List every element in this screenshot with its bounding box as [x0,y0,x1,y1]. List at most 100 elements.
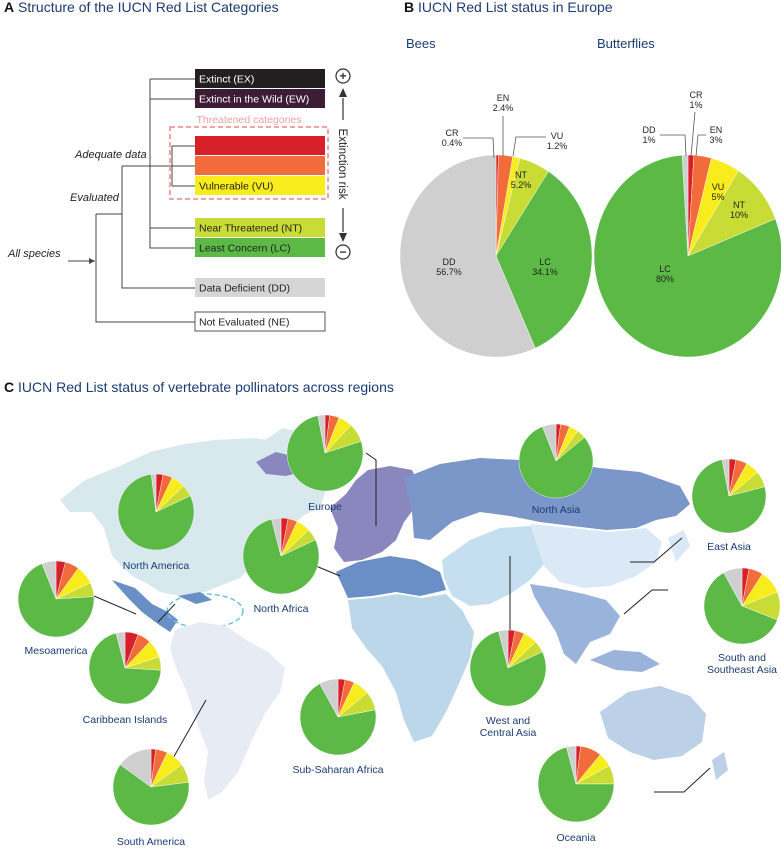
leader-north-africa [315,565,341,577]
mesoamerica-label: Mesoamerica [24,645,87,657]
least-concern-lc-box [195,238,325,257]
bees-label-dd-value: 56.7% [436,267,462,277]
all-species-arrow-head [89,258,95,264]
north-africa-pie-slice-lc [242,518,320,595]
north-america-pie-slice-dd [151,473,157,513]
north-africa-region [336,556,446,598]
data-deficient-dd-box [195,278,325,297]
leader-mesoamerica [93,595,137,615]
bees-label-cr-value: 0.4% [442,138,463,148]
bees-label-en-code: EN [497,93,510,103]
caribbean-islands-region [178,592,212,604]
south-southeast-asia-region [530,584,620,664]
butterflies-label-en-value: 3% [709,135,722,145]
oceania-label: Oceania [556,832,595,844]
japan-region [668,530,690,562]
mesoamerica-pie-slice-lc [17,563,95,638]
leader-europe [365,452,377,526]
all-species-label: All species [7,248,61,260]
south-and-southeast-asia-pie-slice-dd [723,567,743,607]
south-and-southeast-asia-pie-slice-lc [703,572,778,645]
evaluated-label: Evaluated [70,192,120,204]
bees-label-cr-code: CR [446,128,459,138]
bees-label-nt-value: 5.2% [511,180,532,190]
new-zealand-region [712,752,728,780]
leader-caribbean [157,603,176,623]
butterflies-slice-dd [681,154,689,257]
butterflies-label-en-code: EN [710,125,723,135]
tree-branch-leaves [150,78,195,229]
extinct-in-the-wild-ew-box [195,89,325,108]
bees-leader-cr [463,137,495,159]
extinction-risk-label: Extinction risk [336,129,348,200]
butterflies-label-nt-value: 10% [730,210,748,220]
category-tree: All species Evaluated Adequate data Thre… [7,68,351,332]
butterflies-leader-cr [690,111,696,157]
plus-sign: + [339,69,346,83]
butterflies-slice-lc [593,154,781,358]
butterflies-pie-title: Butterflies [597,36,655,51]
bees-label-vu-code: VU [551,131,564,141]
adequate-data-label: Adequate data [74,149,147,161]
leader-oceania [654,767,711,793]
europe-region [330,466,420,562]
west-central-asia-region [442,526,548,606]
bees-pie-title: Bees [406,36,436,51]
data-deficient-dd-label: Data Deficient (DD) [199,283,290,295]
vulnerable-vu-label: Vulnerable (VU) [199,181,273,193]
category-boxes: Extinct (EX) Extinct in the Wild (EW) Vuln… [194,69,326,332]
mesoamerica-pie-slice-dd [41,560,57,600]
north-asia-label: North Asia [532,504,581,516]
risk-label-bg [336,120,350,208]
south-america-pie-slice-lc [112,764,190,826]
europe-pie-slice-lc [286,415,364,492]
butterflies-leader-en [695,134,706,157]
east-asia-pie-slice-dd [721,458,730,497]
butterflies-label-cr-code: CR [690,90,703,100]
threatened-caption: Threatened categories [196,114,301,126]
butterflies-label-lc-code: LC [659,264,671,274]
west-and-central-asia-pie-slice-dd [498,629,509,669]
region-leader-lines [93,452,711,793]
caribbean-islands-pie-slice-lc [88,632,162,705]
north-america-pie-slice-lc [117,474,195,551]
south-america-pie-slice-dd [119,748,152,788]
indonesia-region [590,650,660,672]
europe-pie-slice-dd [317,414,326,454]
south-and-southeast-asia-label: South and Southeast Asia [707,652,777,676]
east-asia-region [530,524,662,588]
north-asia-region [404,458,690,540]
butterflies-label-vu-value: 5% [711,192,724,202]
risk-arrow-up-icon [339,88,347,97]
leader-south-america [171,699,207,761]
panel-c-title: C IUCN Red List status of vertebrate pol… [4,379,394,395]
tree-branch-root [95,214,195,323]
butterflies-label-vu-code: VU [712,182,725,192]
sub-saharan-africa-pie-slice-dd [319,678,339,718]
north-asia-pie-slice-dd [542,423,557,462]
extinct-ex-label: Extinct (EX) [199,74,254,86]
threatened-box [169,126,329,200]
not-evaluated-ne-label: Not Evaluated (NE) [199,317,289,329]
threatened-cr-box [195,136,325,155]
tree-branch-adequate-split [149,79,195,249]
sub-saharan-africa-label: Sub-Saharan Africa [292,764,383,776]
risk-arrow-down-icon [339,233,347,242]
north-america-label: North America [123,560,190,572]
extinct-ex-box [195,69,325,88]
bees-label-dd-code: DD [443,257,456,267]
panel-b-title: B IUCN Red List status in Europe [404,0,613,15]
bees-slice-lc [495,171,593,349]
north-africa-label: North Africa [254,603,309,615]
east-asia-label: East Asia [707,541,751,553]
south-america-region [170,622,285,800]
bees-label-lc-value: 34.1% [532,267,558,277]
south-america-label: South America [117,836,185,848]
bees-label-en-value: 2.4% [493,103,514,113]
tree-branch-evaluated-split [121,166,195,289]
butterflies-leader-dd [660,134,687,157]
oceania-region [600,686,706,760]
